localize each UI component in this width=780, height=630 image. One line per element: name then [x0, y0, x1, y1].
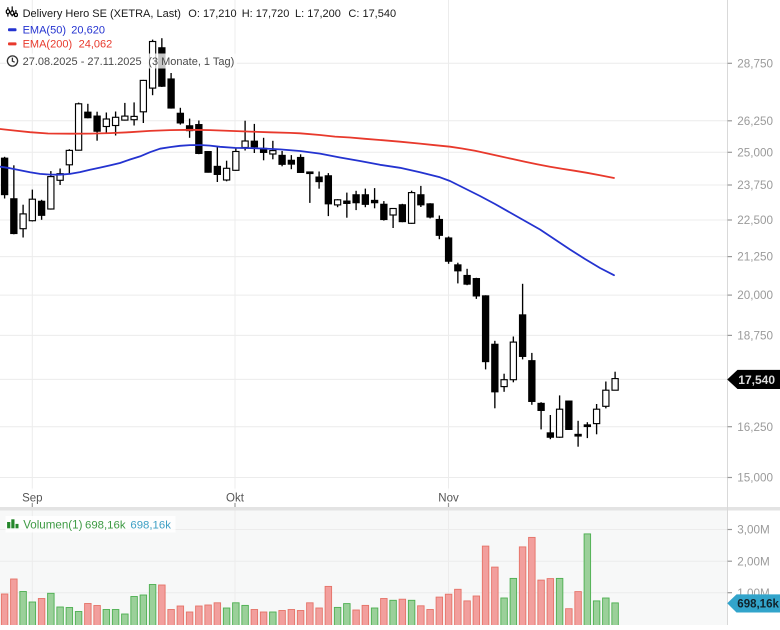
svg-text:23,750: 23,750: [737, 179, 773, 192]
svg-text:698,16k: 698,16k: [737, 599, 779, 611]
svg-text:26,250: 26,250: [737, 115, 773, 128]
svg-text:EMA(200)24,062: EMA(200) 24,062: [23, 39, 113, 51]
svg-text:17,540: 17,540: [738, 373, 775, 387]
svg-text:25,000: 25,000: [737, 146, 773, 159]
svg-text:20,000: 20,000: [737, 289, 773, 302]
svg-text:15,000: 15,000: [737, 472, 773, 485]
svg-text:​Volumen(1)698,16k: ​Volumen(1)698,16k: [23, 518, 126, 531]
svg-text:Nov: Nov: [438, 493, 459, 505]
svg-text:EMA(50)20,620: EMA(50) 20,620: [23, 24, 105, 36]
svg-text:Delivery Hero SE (XETRA, Last): Delivery Hero SE (XETRA, Last) O: 17,210 H…: [23, 8, 397, 20]
svg-text:3,00M: 3,00M: [737, 524, 769, 537]
svg-text:2,00M: 2,00M: [737, 555, 769, 568]
svg-text:698,16k: 698,16k: [130, 519, 171, 531]
svg-text:28,750: 28,750: [737, 57, 773, 70]
svg-text:16,250: 16,250: [737, 421, 773, 434]
svg-text:21,250: 21,250: [737, 251, 773, 264]
svg-text:22,500: 22,500: [737, 214, 773, 227]
svg-text:27.08.2025 - 27.11.2025(3 Mona: 27.08.2025 - 27.11.2025 (3 Monate, 1 Tag): [23, 56, 235, 68]
svg-text:18,750: 18,750: [737, 330, 773, 343]
svg-text:Sep: Sep: [22, 493, 42, 505]
svg-text:Okt: Okt: [226, 493, 245, 505]
